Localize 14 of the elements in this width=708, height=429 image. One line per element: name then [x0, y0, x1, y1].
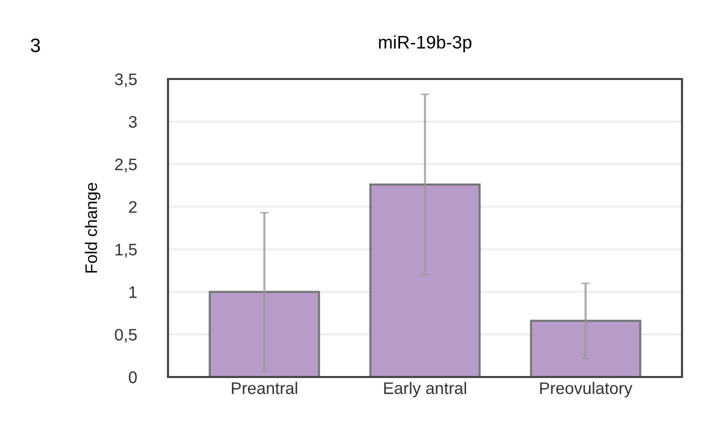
x-tick-label: Preantral [232, 382, 298, 394]
y-tick-label: 1 [129, 286, 137, 298]
y-tick-label: 3,5 [114, 73, 137, 88]
y-tick-label: 3 [128, 116, 137, 128]
x-tick-label: Early antral [384, 382, 466, 398]
x-tick-label: Preovulatory [540, 382, 632, 398]
y-tick-label: 2 [129, 201, 137, 213]
y-tick-label: 0,5 [114, 328, 137, 343]
y-tick-label: 2,5 [115, 158, 137, 172]
y-tick-label: 0 [128, 371, 137, 384]
y-axis-title: Fold change [84, 182, 100, 272]
chart-title: miR-19b-3p [379, 35, 472, 52]
text: 3 [30, 38, 40, 52]
y-tick-label: 1,5 [116, 244, 137, 258]
